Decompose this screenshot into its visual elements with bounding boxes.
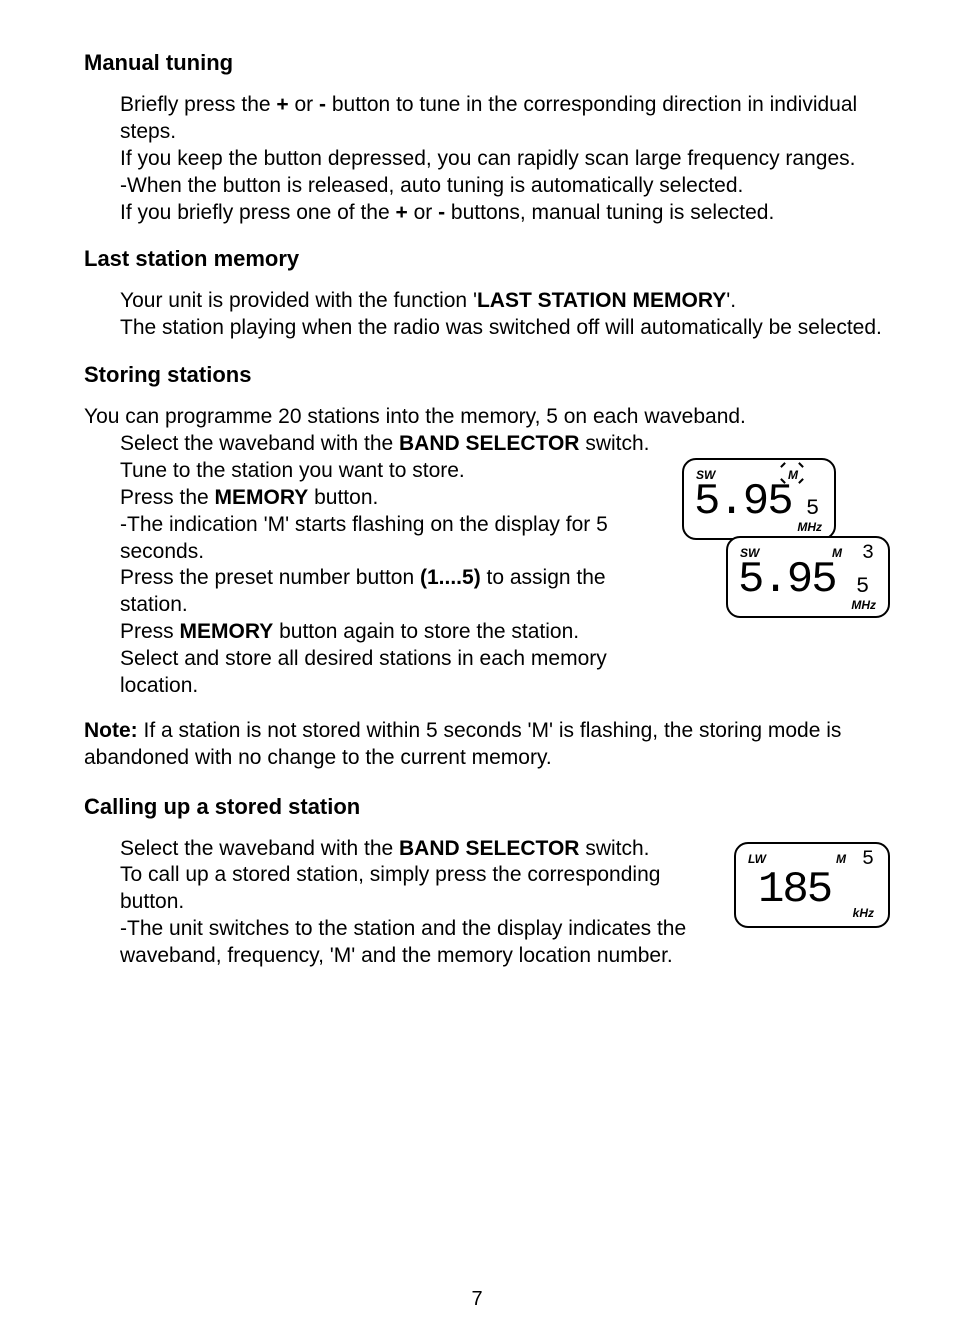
heading-calling: Calling up a stored station [84,794,884,820]
heading-last-station: Last station memory [84,246,884,272]
lcd-unit: MHz [851,598,876,612]
lcd-m-indicator: M [836,852,846,866]
figure-storing-displays: SW M 5.95 5 MHz SW M [682,458,890,618]
minus-symbol: - [319,93,326,116]
page-number: 7 [0,1288,954,1311]
text: -When the button is released, auto tunin… [120,173,884,200]
plus-symbol: + [395,201,407,224]
text: Select the waveband with the [120,432,399,455]
text-bold: BAND SELECTOR [399,432,579,455]
text: buttons, manual tuning is selected. [445,201,774,224]
lcd-sub: 5 [856,576,869,598]
text: Press [120,620,180,643]
text: button again to store the station. [273,620,579,643]
lcd-display-lw: LW M 5 185 kHz [734,842,890,928]
lcd-band-label: LW [748,852,766,866]
plus-symbol: + [276,93,288,116]
text: Select the waveband with the [120,837,399,860]
text-bold: BAND SELECTOR [399,837,579,860]
page: Manual tuning Briefly press the + or - b… [0,0,954,1341]
text: If you keep the button depressed, you ca… [120,146,884,173]
lcd-display-sw-preset: SW M 3 5.95 5 MHz [726,536,890,618]
heading-manual-tuning: Manual tuning [84,50,884,76]
heading-storing: Storing stations [84,362,884,388]
block-storing: SW M 5.95 5 MHz SW M [84,404,884,700]
text-bold: MEMORY [215,486,309,509]
lcd-sub: 5 [806,498,819,520]
lcd-frequency: 5.95 [694,480,792,524]
text-bold: MEMORY [180,620,274,643]
lcd-frequency: 185 [758,868,831,912]
lcd-preset-number: 3 [862,544,874,564]
text: Select and store all desired stations in… [120,646,884,700]
text: The station playing when the radio was s… [120,315,884,342]
text: Your unit is provided with the function … [120,289,477,312]
text: '. [726,289,736,312]
lcd-display-sw-flashing: SW M 5.95 5 MHz [682,458,836,540]
lcd-unit: kHz [853,906,874,920]
lcd-frequency: 5.95 [738,558,836,602]
note-text: If a station is not stored within 5 seco… [84,719,841,769]
text-bold: LAST STATION MEMORY [477,289,726,312]
text: If you briefly press one of the [120,201,395,224]
text: or [408,201,438,224]
text: switch. [579,837,649,860]
text: Press the preset number button [120,566,420,589]
text: Briefly press the [120,93,276,116]
block-last-station: Your unit is provided with the function … [120,288,884,342]
text: Press the [120,486,215,509]
text: or [289,93,319,116]
figure-calling-display: LW M 5 185 kHz [734,842,890,928]
text: button. [308,486,378,509]
note: Note: If a station is not stored within … [84,718,884,772]
lcd-preset-number: 5 [862,850,874,870]
lcd-unit: MHz [797,520,822,534]
text: You can programme 20 stations into the m… [84,404,884,431]
text-bold: (1....5) [420,566,481,589]
note-label: Note: [84,719,138,742]
text: switch. [579,432,649,455]
block-manual-tuning: Briefly press the + or - button to tune … [120,92,884,226]
